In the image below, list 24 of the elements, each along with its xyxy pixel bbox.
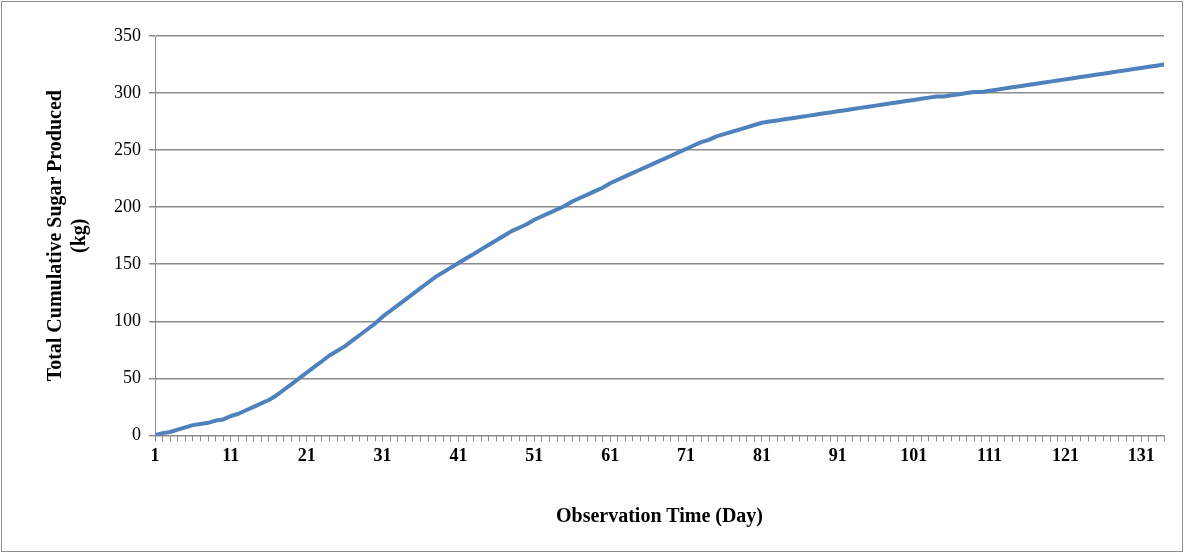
x-tick-label: 81 [752, 444, 771, 465]
y-tick-label: 100 [114, 310, 141, 331]
x-tick-label: 11 [222, 444, 240, 465]
y-tick-label: 350 [114, 24, 141, 45]
x-axis-title: Observation Time (Day) [555, 504, 764, 528]
y-tick-label: 50 [123, 367, 141, 388]
x-tick-label: 21 [297, 444, 316, 465]
y-tick-label: 0 [132, 424, 141, 445]
x-tick-label: 101 [900, 444, 928, 465]
x-tick-label: 61 [601, 444, 620, 465]
x-tick-label: 91 [828, 444, 847, 465]
x-tick-label: 131 [1127, 444, 1155, 465]
x-tick-label: 121 [1051, 444, 1079, 465]
x-tick-label: 1 [150, 444, 160, 465]
x-tick-label: 111 [977, 444, 1003, 465]
y-axis-title: Total Cumulative Sugar Produced (kg) [43, 90, 91, 382]
y-tick-label: 300 [114, 81, 141, 102]
x-tick-label: 41 [449, 444, 468, 465]
y-tick-label: 200 [114, 195, 141, 216]
x-tick-label: 31 [373, 444, 392, 465]
y-tick-label: 250 [114, 138, 141, 159]
y-tick-label: 150 [114, 252, 141, 273]
x-tick-label: 51 [525, 444, 544, 465]
x-tick-label: 71 [677, 444, 696, 465]
